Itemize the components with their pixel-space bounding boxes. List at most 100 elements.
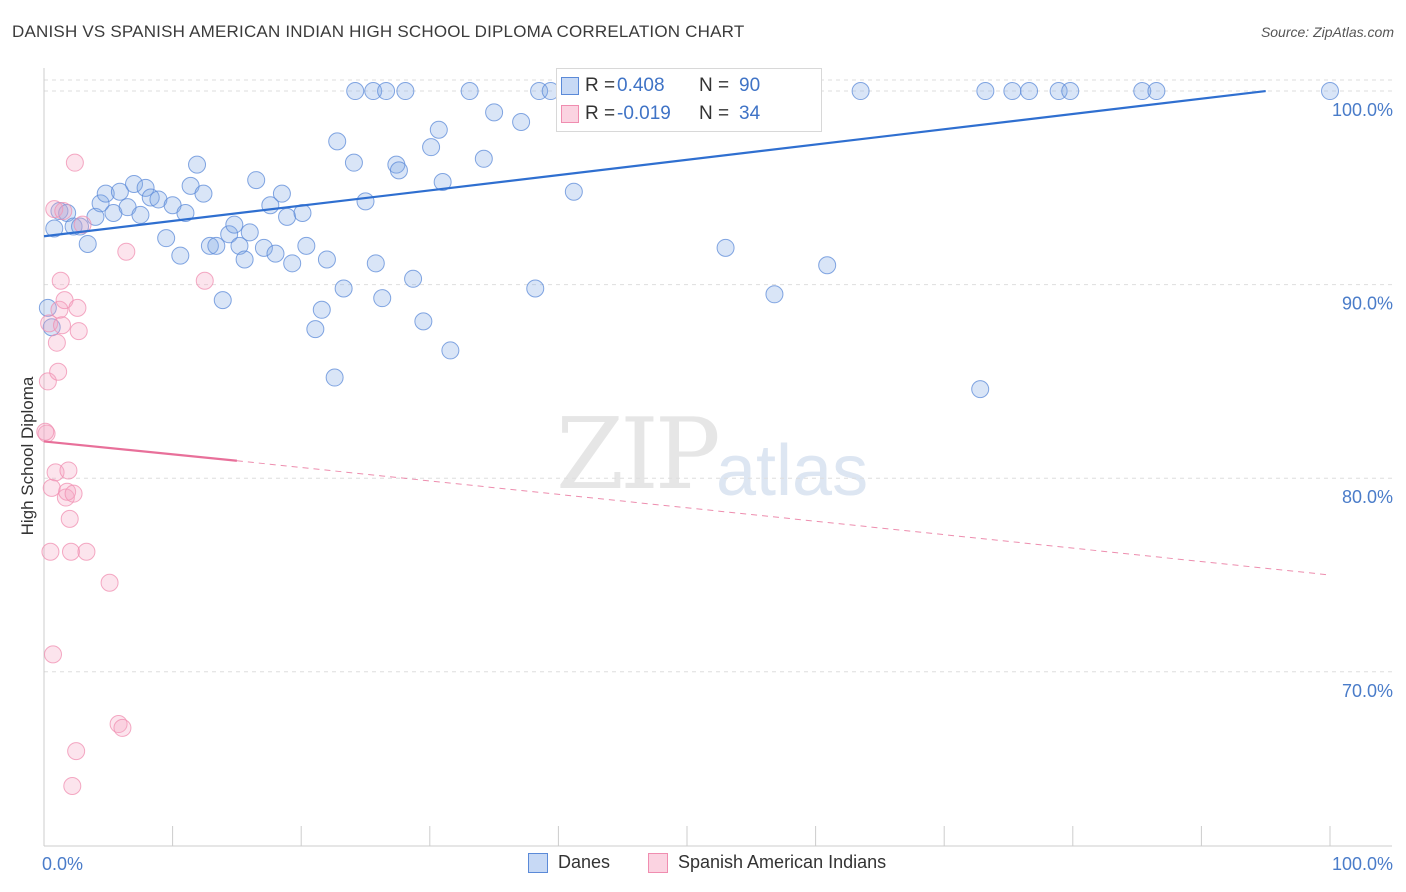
danes-point	[512, 113, 531, 132]
spanish-american-indians-trend-line	[43, 440, 238, 462]
danes-point	[346, 82, 365, 101]
danes-point	[230, 236, 249, 255]
danes-point	[200, 236, 219, 255]
danes-point	[765, 285, 784, 304]
danes-point	[526, 279, 545, 298]
y-tick-label: 70.0%	[1342, 681, 1393, 701]
danes-legend-swatch	[528, 852, 548, 873]
spanish-american-indians-point	[62, 542, 81, 561]
legend-n-label: N =	[699, 103, 730, 124]
series-legend: Danes Spanish American Indians	[0, 852, 1406, 878]
spanish-american-indians-point	[47, 333, 66, 352]
danes-point	[312, 300, 331, 319]
danes-point	[317, 250, 336, 269]
danes-point	[344, 153, 363, 172]
spanish-american-indians-point	[58, 482, 77, 501]
spanish-american-indians-point	[50, 300, 69, 319]
danes-point	[272, 184, 291, 203]
spanish-american-indians-point	[44, 645, 63, 664]
danes-point	[240, 223, 259, 242]
danes-point	[377, 82, 396, 101]
danes-point	[78, 234, 97, 253]
danes-point	[1147, 82, 1166, 101]
danes-point	[141, 188, 160, 207]
spanish-american-indians-point	[36, 422, 55, 441]
spanish-american-indians-point	[117, 242, 136, 261]
y-tick-label: 100.0%	[1332, 100, 1393, 120]
watermark-atlas: atlas	[716, 431, 869, 511]
danes-point	[110, 182, 129, 201]
danes-point	[422, 138, 441, 157]
y-tick-label: 80.0%	[1342, 487, 1393, 507]
danes-point	[414, 312, 433, 331]
source-credit: Source: ZipAtlas.com	[1260, 24, 1394, 40]
danes-point	[818, 256, 837, 275]
danes-point	[45, 219, 64, 238]
danes-point	[213, 291, 232, 310]
spanish-american-indians-point	[73, 215, 92, 234]
spanish-american-indians-point	[113, 718, 132, 737]
spanish-american-indians-point	[65, 153, 84, 172]
danes-point	[91, 194, 110, 213]
danes-point	[235, 250, 254, 269]
spanish-american-indians-point	[42, 478, 61, 497]
spanish-american-indians-trend-extension	[236, 460, 1331, 576]
danes-point	[441, 341, 460, 360]
spanish-american-indians-point	[77, 542, 96, 561]
x-tick-label-min: 0.0%	[42, 854, 83, 874]
danes-point	[254, 238, 273, 257]
danes-point	[396, 82, 415, 101]
chart-title: DANISH VS SPANISH AMERICAN INDIAN HIGH S…	[12, 22, 745, 41]
danes-swatch	[561, 77, 579, 95]
danes-point	[366, 254, 385, 273]
spanish-american-indians-point	[68, 298, 87, 317]
danes-point	[485, 103, 504, 122]
danes-point	[64, 217, 83, 236]
spanish-american-indians-point	[100, 573, 119, 592]
danes-point	[334, 279, 353, 298]
danes-point	[247, 171, 266, 190]
legend-r-label: R =	[585, 75, 616, 96]
danes-point	[1321, 82, 1339, 101]
danes-point	[404, 269, 423, 288]
spanish-american-indians-point	[69, 322, 88, 341]
danes-point	[1061, 82, 1080, 101]
legend-n-value: 90	[739, 75, 761, 96]
watermark-zip: ZIP	[556, 398, 721, 512]
danes-point	[297, 236, 316, 255]
spanish-american-indians-point	[53, 316, 72, 335]
stats-legend: R = 0.408 N = 90 R = -0.019 N = 34	[556, 68, 822, 132]
danes-point	[125, 174, 144, 193]
legend-n-value: 34	[739, 103, 761, 124]
spanish-american-indians-point	[195, 271, 214, 290]
spanish-american-indians-point	[60, 509, 79, 528]
danes-point	[976, 82, 995, 101]
danes-point	[194, 184, 213, 203]
danes-point	[373, 289, 392, 308]
danes-point	[474, 149, 493, 168]
danes-point	[136, 178, 155, 197]
danes-point	[1020, 82, 1039, 101]
legend-n-label: N =	[699, 75, 730, 96]
danes-point	[460, 82, 479, 101]
danes-point	[364, 82, 383, 101]
legend-item-spanish-american-indians: Spanish American Indians	[648, 852, 886, 873]
spanish-american-indians-point	[59, 461, 78, 480]
danes-point	[207, 236, 226, 255]
danes-point	[157, 229, 176, 248]
danes-point	[1133, 82, 1152, 101]
danes-point	[306, 320, 325, 339]
danes-point	[389, 161, 408, 180]
legend-r-label: R =	[585, 103, 616, 124]
danes-point	[325, 368, 344, 387]
danes-point	[220, 225, 239, 244]
danes-trend-line	[43, 89, 1266, 238]
danes-point	[328, 132, 347, 151]
danes-point	[283, 254, 302, 273]
legend-r-value: 0.408	[617, 75, 665, 96]
legend-r-value: -0.019	[617, 103, 671, 124]
spanish-american-indians-legend-swatch	[648, 852, 668, 873]
danes-point	[225, 215, 244, 234]
danes-point	[188, 155, 207, 174]
